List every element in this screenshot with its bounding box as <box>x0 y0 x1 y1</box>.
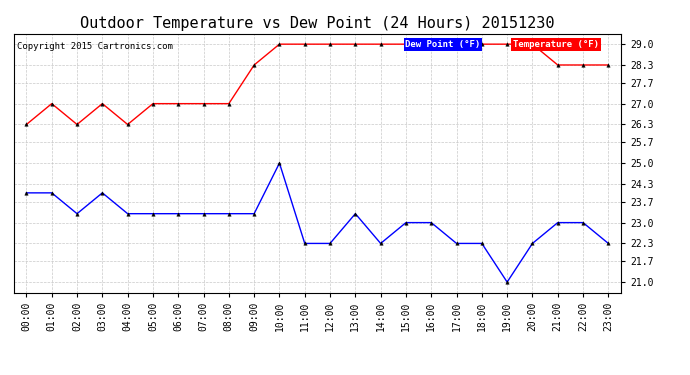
Text: Dew Point (°F): Dew Point (°F) <box>406 40 481 49</box>
Title: Outdoor Temperature vs Dew Point (24 Hours) 20151230: Outdoor Temperature vs Dew Point (24 Hou… <box>80 16 555 31</box>
Text: Copyright 2015 Cartronics.com: Copyright 2015 Cartronics.com <box>17 42 172 51</box>
Text: Temperature (°F): Temperature (°F) <box>513 40 599 49</box>
